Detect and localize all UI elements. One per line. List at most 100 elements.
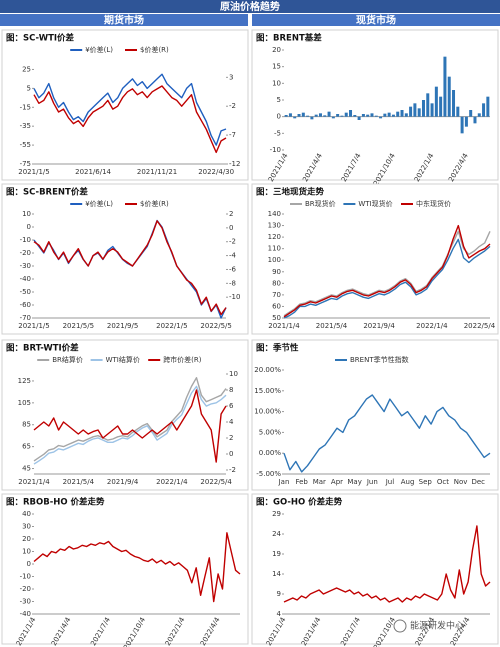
- bar: [288, 113, 292, 117]
- y2-tick-label: -7: [229, 131, 236, 139]
- y-tick-label: 40: [22, 510, 31, 518]
- x-tick-label: 2021/9/5: [107, 322, 138, 330]
- y-tick-label: -10: [20, 573, 31, 581]
- header-bar: [0, 0, 500, 13]
- line: [283, 224, 491, 318]
- left-heading: 期货市场: [104, 14, 144, 27]
- x-tick-label: 2022/1/5: [156, 322, 187, 330]
- y-tick-label: -10: [20, 236, 31, 244]
- y-tick-label: 15.00%: [254, 387, 281, 395]
- x-tick-label: Feb: [295, 478, 308, 486]
- y2-tick-label: 2: [229, 210, 233, 218]
- y-tick-label: 9: [277, 590, 281, 598]
- bar: [374, 115, 378, 117]
- y-tick-label: 110: [268, 245, 281, 253]
- y-tick-label: 120: [268, 233, 281, 241]
- chart-title: 图：三地现货走势: [256, 187, 325, 198]
- y-tick-label: -20: [20, 249, 31, 257]
- panel: [1, 339, 249, 491]
- legend-label: 跨市价差(R): [163, 355, 202, 364]
- y-tick-label: -10: [270, 146, 281, 154]
- y-tick-label: 140: [268, 210, 281, 218]
- bar: [331, 116, 335, 119]
- y2-tick-label: -2: [229, 238, 236, 246]
- bar: [297, 114, 301, 117]
- y-tick-label: 5: [27, 84, 31, 92]
- bar: [443, 56, 447, 117]
- y2-tick-label: 10: [229, 370, 238, 378]
- bar: [361, 114, 365, 117]
- legend-label: $价差(R): [140, 199, 169, 208]
- right-heading: 现货市场: [356, 14, 396, 27]
- x-tick-label: 2021/1/4: [268, 322, 300, 330]
- bar: [400, 110, 404, 117]
- x-tick-label: May: [347, 478, 361, 486]
- watermark: 能源研发中心: [410, 620, 464, 632]
- x-tick-label: 2021/5/4: [316, 322, 348, 330]
- y-tick-label: -55: [20, 141, 31, 149]
- watermark-icon: [393, 619, 407, 633]
- bar: [430, 103, 434, 117]
- bar: [464, 116, 468, 127]
- y2-tick-label: -6: [229, 265, 237, 273]
- x-tick-label: Jun: [366, 478, 378, 486]
- x-tick-label: 2021/5/5: [63, 322, 94, 330]
- bar: [306, 115, 310, 117]
- line: [33, 73, 227, 146]
- x-tick-label: Oct: [437, 478, 449, 486]
- page-title: 原油价格趋势: [220, 0, 280, 13]
- bar: [323, 115, 327, 117]
- y2-tick-label: 0: [229, 224, 233, 232]
- bar: [344, 112, 348, 117]
- bar: [353, 115, 357, 117]
- legend-label: ¥价差(L): [85, 199, 113, 208]
- x-tick-label: 2021/1/5: [18, 168, 49, 176]
- y-tick-label: 20: [272, 46, 281, 54]
- x-tick-label: 2021/9/4: [363, 322, 395, 330]
- x-tick-label: Jan: [278, 478, 290, 486]
- bar: [426, 93, 430, 117]
- bar: [387, 112, 391, 117]
- bar: [284, 115, 288, 117]
- line: [283, 394, 491, 473]
- panel: [251, 493, 499, 645]
- x-tick-label: 2022/4/30: [198, 168, 234, 176]
- y-tick-label: 24: [272, 530, 281, 538]
- bar: [327, 111, 331, 117]
- y2-tick-label: 2: [229, 434, 233, 442]
- y-tick-label: 14: [272, 570, 281, 578]
- line: [283, 230, 491, 317]
- y-tick-label: 5: [277, 96, 281, 104]
- y-tick-label: 29: [272, 510, 281, 518]
- y2-tick-label: 3: [229, 73, 233, 81]
- x-tick-label: 2021/1/4: [18, 478, 50, 486]
- y-tick-label: -5.00%: [256, 470, 281, 478]
- bar: [314, 114, 318, 117]
- line: [33, 377, 227, 462]
- y-tick-label: -5: [274, 129, 281, 137]
- bar: [469, 110, 473, 117]
- y2-tick-label: -4: [229, 252, 237, 260]
- bar: [340, 115, 344, 117]
- x-tick-label: 2021/11/21: [137, 168, 177, 176]
- bar: [404, 113, 408, 117]
- y-tick-label: -15: [20, 103, 31, 111]
- chart-title: 图：SC-BRENT价差: [6, 187, 88, 198]
- y-tick-label: 10: [272, 79, 281, 87]
- y-tick-label: 25: [22, 65, 31, 73]
- legend-label: BR结算价: [52, 355, 83, 364]
- panel: [251, 29, 499, 181]
- line: [33, 220, 227, 316]
- y-tick-label: -60: [20, 301, 31, 309]
- y-tick-label: -50: [20, 288, 31, 296]
- y-tick-label: 90: [272, 268, 281, 276]
- x-tick-label: Mar: [313, 478, 326, 486]
- y-tick-label: 10: [22, 210, 31, 218]
- x-tick-label: 2021/9/4: [107, 478, 139, 486]
- bar: [366, 114, 370, 117]
- y-tick-label: -35: [20, 122, 31, 130]
- bar: [336, 114, 340, 117]
- line: [33, 385, 227, 465]
- bar: [383, 113, 387, 117]
- y-tick-label: -70: [20, 314, 31, 322]
